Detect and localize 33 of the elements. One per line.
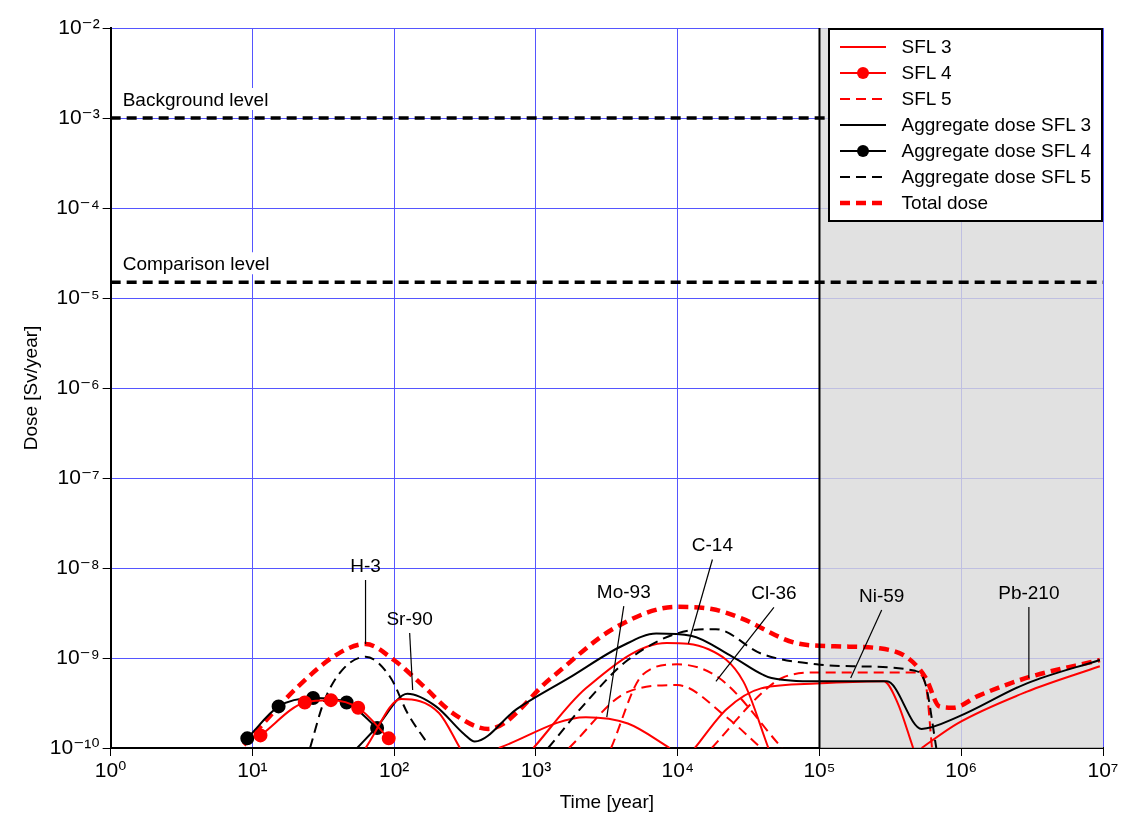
annotation: C-14 bbox=[691, 534, 734, 556]
annotation: Ni-59 bbox=[858, 584, 905, 606]
x-tick-label: 10¹ bbox=[237, 758, 268, 782]
x-tick-label: 10⁶ bbox=[945, 758, 978, 782]
legend-label: SFL 5 bbox=[901, 87, 952, 111]
legend-label: Aggregate dose SFL 5 bbox=[901, 165, 1091, 189]
annotation: Pb-210 bbox=[998, 581, 1060, 603]
x-tick-label: 10⁵ bbox=[803, 758, 836, 782]
x-tick-label: 10⁰ bbox=[94, 758, 127, 782]
y-tick-label: 10⁻³ bbox=[58, 104, 100, 128]
y-tick-label: 10⁻¹⁰ bbox=[49, 734, 100, 758]
y-tick-label: 10⁻⁶ bbox=[56, 374, 100, 398]
legend-label: SFL 3 bbox=[901, 35, 952, 59]
ref-line-label: Background level bbox=[122, 88, 269, 110]
y-tick-label: 10⁻⁹ bbox=[56, 644, 100, 668]
y-tick-label: 10⁻⁷ bbox=[57, 464, 100, 488]
annotation: Mo-93 bbox=[596, 580, 651, 602]
y-tick-label: 10⁻² bbox=[58, 14, 100, 38]
x-tick-label: 10³ bbox=[520, 758, 552, 782]
annotation: Cl-36 bbox=[751, 582, 797, 604]
y-tick-label: 10⁻⁸ bbox=[56, 554, 100, 578]
legend-label: Aggregate dose SFL 4 bbox=[901, 139, 1091, 163]
x-tick-label: 10⁴ bbox=[661, 758, 694, 782]
x-axis-title: Time [year] bbox=[559, 790, 654, 812]
legend-label: SFL 4 bbox=[901, 61, 952, 85]
x-tick-label: 10⁷ bbox=[1087, 758, 1119, 782]
ref-line-label: Comparison level bbox=[122, 252, 270, 274]
legend-label: Aggregate dose SFL 3 bbox=[901, 113, 1091, 137]
y-tick-label: 10⁻⁵ bbox=[56, 284, 100, 308]
y-tick-label: 10⁻⁴ bbox=[56, 194, 100, 218]
y-axis-title: Dose [Sv/year] bbox=[19, 325, 41, 451]
legend-label: Total dose bbox=[901, 191, 989, 215]
x-tick-label: 10² bbox=[379, 758, 410, 782]
